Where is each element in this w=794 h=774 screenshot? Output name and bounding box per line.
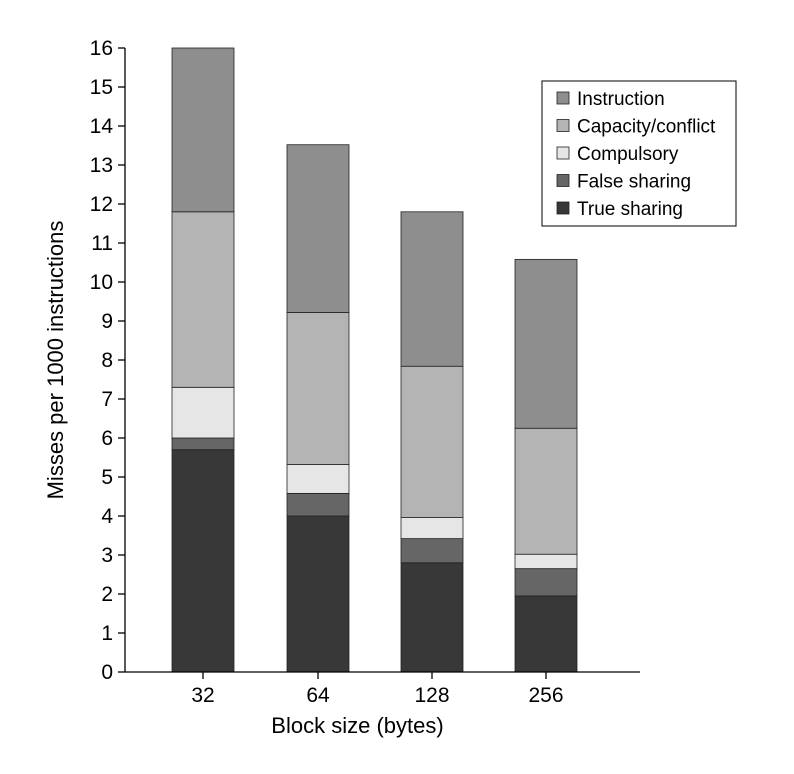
legend-items: Instruction Capacity/conflict Compulsory Fa… [556, 89, 716, 220]
y-tick-label: 16 [90, 37, 113, 60]
bar-segment-instruction-32 [171, 47, 235, 213]
y-tick-label: 10 [90, 271, 113, 294]
bar-segment-false-sharing-128 [400, 538, 464, 564]
y-axis-title: Misses per 1000 instructions [43, 221, 68, 500]
y-tick-label: 9 [101, 310, 113, 333]
y-tick-label: 14 [90, 115, 114, 138]
bar-segment-true-sharing-128 [400, 562, 464, 673]
legend-swatch-true-sharing [556, 201, 570, 215]
bar-segment-true-sharing-32 [171, 449, 235, 673]
y-tick-label: 5 [101, 466, 113, 489]
y-tick-label: 13 [90, 154, 113, 177]
legend-label-capacity-conflict: Capacity/conflict [577, 117, 716, 138]
legend: Instruction Capacity/conflict Compulsory Fa… [541, 80, 737, 227]
bar-segment-instruction-256 [514, 258, 578, 429]
bar-segment-compulsory-128 [400, 517, 464, 540]
bar-segment-true-sharing-64 [286, 515, 350, 673]
legend-swatch-instruction [556, 91, 570, 105]
y-tick-label: 4 [101, 505, 113, 528]
y-tick-label: 0 [101, 661, 113, 684]
y-tick-label: 3 [101, 544, 113, 567]
bar-segment-true-sharing-256 [514, 595, 578, 673]
legend-swatch-false-sharing [556, 174, 570, 187]
bar-segment-capacity-conflict-64 [286, 312, 350, 465]
legend-swatch-capacity-conflict [556, 119, 570, 132]
bar-segment-capacity-conflict-32 [171, 211, 235, 388]
bar-segment-false-sharing-256 [514, 568, 578, 597]
bar-segment-instruction-128 [400, 211, 464, 367]
y-tick-label: 1 [101, 622, 113, 645]
legend-swatch-compulsory [556, 146, 570, 160]
bar-segment-false-sharing-64 [286, 492, 350, 517]
legend-label-instruction: Instruction [577, 89, 665, 110]
x-tick-label: 32 [191, 684, 214, 707]
legend-label-false-sharing: False sharing [577, 172, 691, 193]
bars-layer [171, 47, 578, 673]
bar-segment-compulsory-32 [171, 386, 235, 439]
y-tick-label: 8 [101, 349, 113, 372]
y-tick-label: 7 [101, 388, 113, 411]
bar-segment-compulsory-64 [286, 464, 350, 494]
bar-segment-capacity-conflict-256 [514, 427, 578, 555]
bar-segment-instruction-64 [286, 144, 350, 313]
y-tick-label: 15 [90, 76, 113, 99]
legend-label-compulsory: Compulsory [577, 144, 679, 165]
bar-segment-compulsory-256 [514, 553, 578, 570]
legend-label-true-sharing: True sharing [577, 199, 683, 220]
bar-segment-false-sharing-32 [171, 437, 235, 451]
y-tick-label: 2 [101, 583, 113, 606]
x-ticks: 32 64 128 256 [191, 672, 564, 707]
legend-box [541, 80, 737, 227]
bar-segment-capacity-conflict-128 [400, 365, 464, 518]
y-tick-label: 12 [90, 193, 113, 216]
x-axis-title: Block size (bytes) [271, 713, 443, 738]
y-tick-label: 11 [91, 232, 113, 255]
x-tick-label: 64 [306, 684, 330, 707]
x-tick-label: 256 [528, 684, 563, 707]
y-tick-label: 6 [101, 427, 113, 450]
x-tick-label: 128 [414, 684, 449, 707]
